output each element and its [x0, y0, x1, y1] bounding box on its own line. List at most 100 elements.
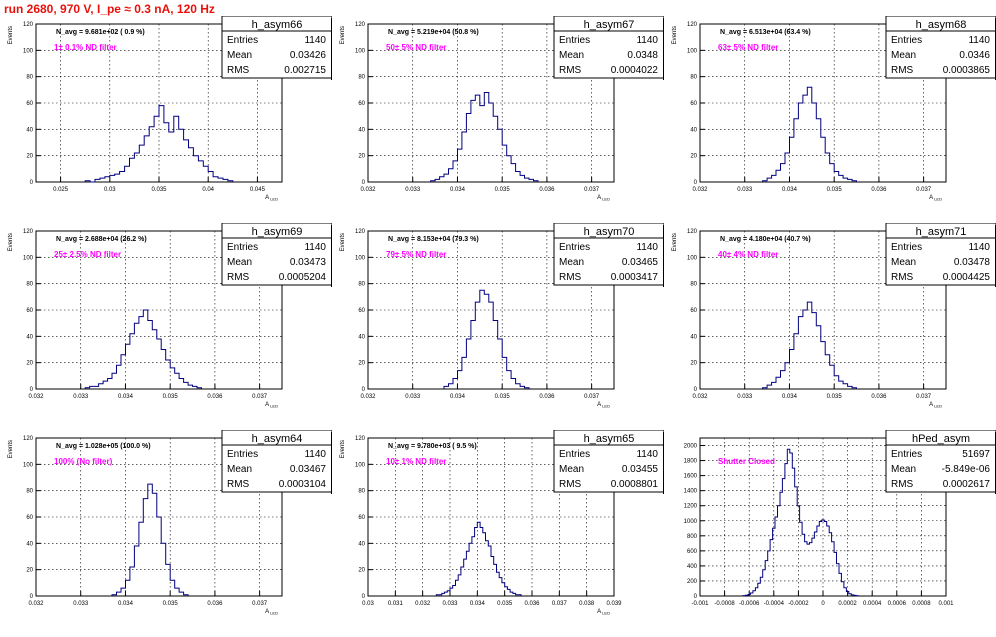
- x-tick-label: 0.034: [118, 601, 134, 607]
- y-tick-label: 0: [30, 387, 34, 393]
- stats-mean-label: Mean: [559, 464, 584, 475]
- y-tick-label: 20: [358, 361, 365, 367]
- y-tick-label: 1600: [684, 474, 698, 480]
- x-tick-label: -0.0008: [714, 601, 735, 607]
- y-tick-label: 120: [687, 22, 698, 28]
- x-axis-label: A LED: [265, 195, 278, 202]
- y-tick-label: 100: [355, 48, 366, 54]
- x-tick-label: 0.037: [584, 394, 600, 400]
- filter-annotation: 25± 2.5% ND filter: [54, 250, 121, 259]
- histogram-name: h_asym64: [252, 433, 303, 445]
- y-tick-label: 120: [355, 436, 366, 442]
- filter-annotation: 63± 5% ND filter: [718, 43, 778, 52]
- stats-box-shadow: [663, 225, 664, 287]
- histogram-name: h_asym71: [916, 226, 967, 238]
- x-tick-label: 0.035: [827, 394, 843, 400]
- y-tick-label: 40: [358, 127, 365, 133]
- stats-rms-value: 0.0002617: [943, 479, 991, 490]
- x-tick-label: 0.04: [202, 187, 214, 193]
- x-tick-label: 0.036: [539, 394, 555, 400]
- stats-entries-label: Entries: [227, 449, 258, 460]
- stats-mean-value: 0.0346: [959, 50, 990, 61]
- x-tick-label: 0.036: [207, 394, 223, 400]
- y-tick-label: 100: [23, 48, 34, 54]
- histogram-name: h_asym66: [252, 19, 303, 31]
- histogram-panel-h-asym66: 0.025 0.03 0.035 0.04 0.045 0 20 40 60 80 100 120 Ev…: [0, 16, 332, 223]
- stats-entries-label: Entries: [227, 242, 258, 253]
- stats-box: [885, 16, 996, 79]
- x-tick-label: 0.045: [250, 187, 266, 193]
- y-tick-label: 80: [358, 282, 365, 288]
- stats-mean-value: 0.03455: [622, 464, 659, 475]
- filter-annotation: 1± 0.1% ND filter: [54, 43, 117, 52]
- y-tick-label: 1200: [684, 504, 698, 510]
- stats-mean-value: 0.03426: [290, 50, 327, 61]
- stats-rms-value: 0.0003104: [279, 479, 327, 490]
- y-axis-label: Events: [8, 26, 14, 44]
- stats-rms-label: RMS: [891, 479, 914, 490]
- histogram-name: h_asym68: [916, 19, 967, 31]
- stats-rms-label: RMS: [227, 272, 250, 283]
- navg-label: N_avg = 6.513e+04 (63.4 %): [720, 29, 811, 36]
- stats-entries-label: Entries: [891, 35, 922, 46]
- y-tick-label: 80: [690, 75, 697, 81]
- y-tick-label: 100: [355, 462, 366, 468]
- x-tick-label: 0.032: [360, 394, 376, 400]
- histogram-panel-h-asym65: 0.03 0.031 0.032 0.033 0.034 0.035 0.036 0.037 0…: [332, 430, 664, 637]
- x-tick-label: 0.03: [362, 601, 374, 607]
- x-tick-label: 0.032: [692, 187, 708, 193]
- x-axis-label: A LED: [597, 609, 610, 616]
- x-tick-label: 0.037: [916, 394, 932, 400]
- navg-label: N_avg = 1.028e+05 (100.0 %): [56, 443, 151, 450]
- x-tick-label: 0.034: [782, 394, 798, 400]
- stats-mean-value: 0.03473: [290, 257, 327, 268]
- y-tick-label: 20: [26, 361, 33, 367]
- x-tick-label: 0.035: [497, 601, 513, 607]
- y-axis-label: Events: [8, 233, 14, 251]
- stats-rms-value: 0.0008801: [611, 479, 659, 490]
- navg-label: N_avg = 2.688e+04 (26.2 %): [56, 236, 147, 243]
- x-tick-label: 0.0004: [863, 601, 882, 607]
- y-tick-label: 60: [26, 515, 33, 521]
- x-tick-label: 0.033: [442, 601, 458, 607]
- y-tick-label: 60: [26, 308, 33, 314]
- x-tick-label: 0.033: [737, 187, 753, 193]
- x-tick-label: 0.033: [73, 601, 89, 607]
- stats-mean-value: 0.03465: [622, 257, 659, 268]
- stats-rms-label: RMS: [891, 272, 914, 283]
- stats-box: [221, 223, 332, 286]
- x-tick-label: 0.034: [450, 394, 466, 400]
- y-tick-label: 40: [690, 334, 697, 340]
- stats-box: [885, 430, 996, 493]
- histogram-series-line: [762, 86, 857, 182]
- y-tick-label: 20: [690, 154, 697, 160]
- y-axis-label: Events: [672, 233, 678, 251]
- stats-mean-value: 0.03478: [954, 257, 991, 268]
- histogram-series-line: [430, 92, 539, 182]
- x-tick-label: 0: [821, 601, 825, 607]
- x-tick-label: 0.036: [524, 601, 540, 607]
- histogram-series-line: [111, 483, 189, 596]
- y-tick-label: 120: [23, 229, 34, 235]
- stats-rms-value: 0.0003417: [611, 272, 659, 283]
- y-tick-label: 40: [26, 541, 33, 547]
- stats-mean-label: Mean: [559, 50, 584, 61]
- x-tick-label: 0.025: [53, 187, 69, 193]
- histogram-svg: -0.001 -0.0008 -0.0006 -0.0004 -0.0002 0 0.000…: [684, 430, 996, 607]
- stats-rms-label: RMS: [559, 65, 582, 76]
- x-tick-label: 0.033: [405, 187, 421, 193]
- stats-rms-value: 0.0004022: [611, 65, 659, 76]
- y-tick-label: 120: [355, 229, 366, 235]
- x-tick-label: -0.0004: [764, 601, 785, 607]
- histogram-svg: 0.025 0.03 0.035 0.04 0.045 0 20 40 60 80 100 120 Ev…: [8, 16, 332, 202]
- x-tick-label: 0.037: [252, 601, 268, 607]
- x-tick-label: 0.032: [28, 394, 44, 400]
- x-tick-label: 0.034: [782, 187, 798, 193]
- x-tick-label: -0.0006: [739, 601, 760, 607]
- histogram-svg: 0.032 0.033 0.034 0.035 0.036 0.037 0 20 40 60 80 1…: [672, 223, 996, 409]
- x-axis-label: A LED: [597, 195, 610, 202]
- x-tick-label: 0.035: [151, 187, 167, 193]
- y-tick-label: 40: [690, 127, 697, 133]
- y-tick-label: 20: [358, 568, 365, 574]
- histogram-name: h_asym67: [584, 19, 635, 31]
